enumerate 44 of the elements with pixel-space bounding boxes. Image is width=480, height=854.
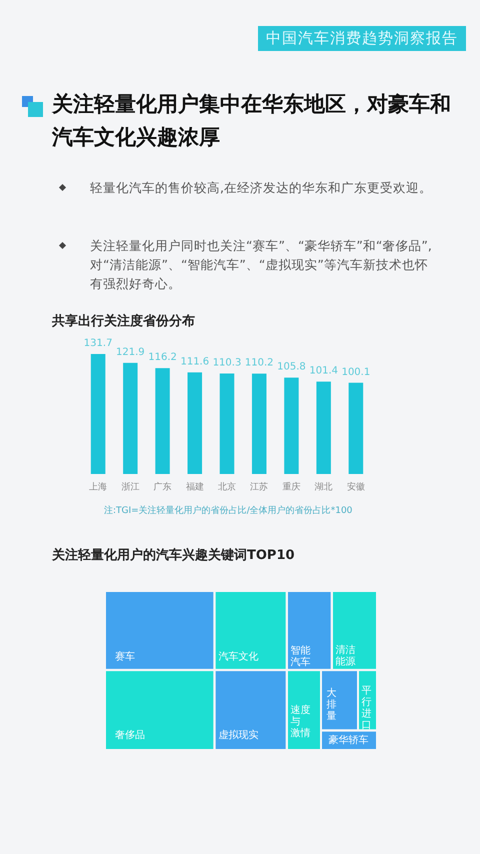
x-tick-label: 重庆 <box>282 482 300 492</box>
category-label: 清洁能源 <box>336 644 356 668</box>
x-tick-label: 湖北 <box>314 482 333 492</box>
category-label: 大排量 <box>326 687 337 722</box>
bar <box>284 378 299 474</box>
data-label: 100.1 <box>342 366 370 378</box>
text: 中国汽车消费趋势洞察报告 <box>258 26 466 51</box>
text: 关注轻量化用户的汽车兴趣关键词TOP10 <box>52 546 295 564</box>
bar <box>90 354 106 474</box>
x-tick-label: 福建 <box>186 482 204 492</box>
x-tick-label: 上海 <box>89 482 108 492</box>
category-label: 智能汽车 <box>290 644 311 668</box>
category-label: 赛车 <box>115 650 135 662</box>
text: 注:TGI=关注轻量化用户的省份占比/全体用户的省份占比*100 <box>104 504 352 517</box>
bar <box>316 382 331 474</box>
x-tick-label: 北京 <box>218 482 236 492</box>
data-label: 110.3 <box>212 358 242 368</box>
bar <box>188 372 202 474</box>
data-label: 111.6 <box>180 356 210 368</box>
data-label: 105.8 <box>277 362 306 373</box>
category-label: 速度与激情 <box>290 704 311 739</box>
bar <box>155 368 170 474</box>
bar <box>252 374 266 474</box>
category-label: 豪华轿车 <box>328 734 368 746</box>
data-label: 131.7 <box>84 338 112 349</box>
bar <box>123 362 138 474</box>
x-tick-label: 广东 <box>154 482 172 492</box>
x-tick-label: 浙江 <box>121 482 140 492</box>
data-label: 110.2 <box>244 358 274 369</box>
data-label: 116.2 <box>148 352 177 364</box>
x-tick-label: 安徽 <box>346 482 365 492</box>
text: 轻量化汽车的售价较高,在经济发达的华东和广东更受欢迎。 <box>90 179 433 197</box>
bar <box>348 382 364 474</box>
x-tick-label: 江苏 <box>250 482 268 492</box>
text: 关注轻量化用户同时也关注“赛车”、“豪华轿车”和“奢侈品”,对“清洁能源”、“智能汽车”、“虚拟现实”等汽车新技术也怀有强烈好奇心。 <box>90 237 433 293</box>
category-label: 汽车文化 <box>218 650 258 662</box>
category-label: 奢侈品 <box>115 728 145 741</box>
category-label: 平行进口 <box>362 686 372 732</box>
data-label: 101.4 <box>309 366 338 377</box>
chart-title: 共享出行关注度省份分布 <box>52 312 195 330</box>
data-label: 121.9 <box>116 346 145 358</box>
bar <box>220 374 234 474</box>
text: 关注轻量化用户集中在华东地区，对豪车和汽车文化兴趣浓厚 <box>52 91 452 151</box>
category-label: 虚拟现实 <box>218 728 258 741</box>
